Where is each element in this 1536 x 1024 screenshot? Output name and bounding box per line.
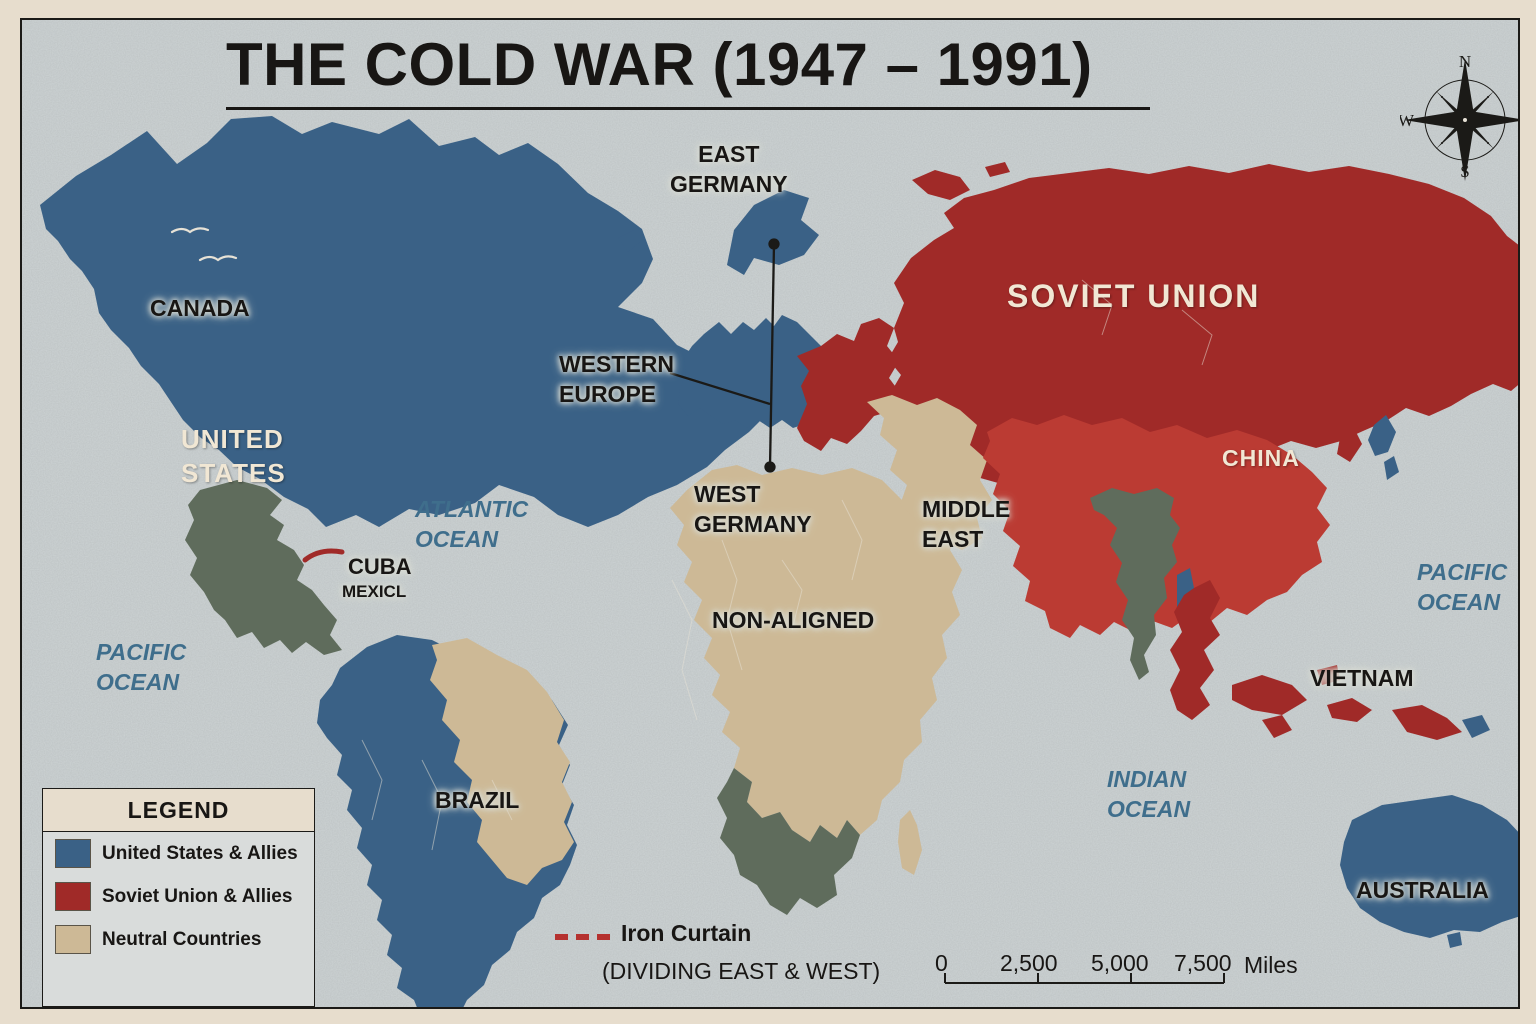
svg-text:N: N xyxy=(1459,55,1471,71)
svg-text:E: E xyxy=(1519,111,1520,130)
svg-text:S: S xyxy=(1460,162,1469,181)
svg-text:W: W xyxy=(1400,111,1415,130)
